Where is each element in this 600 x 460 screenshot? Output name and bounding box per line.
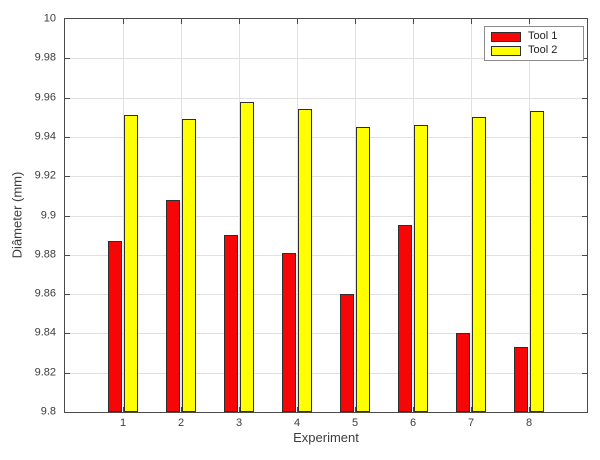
y-tick-mark-left (65, 372, 70, 374)
grid-line-vertical (412, 19, 414, 412)
bar-tool-1 (456, 333, 470, 412)
y-tick-mark-right (582, 372, 587, 374)
legend-entry-tool-2: Tool 2 (491, 45, 577, 56)
x-axis-tick-label: 6 (409, 417, 417, 429)
y-tick-mark-right (582, 215, 587, 217)
y-axis-tick-label: 10 (43, 12, 56, 25)
y-tick-mark-left (65, 136, 70, 138)
y-axis-tick-label: 9.8 (40, 405, 56, 418)
bar-tool-2 (298, 109, 312, 412)
x-tick-mark-top (180, 19, 182, 24)
grid-line-vertical (470, 19, 472, 412)
legend-entry-tool-1: Tool 1 (491, 31, 577, 42)
bar-tool-1 (340, 294, 354, 412)
bar-tool-1 (166, 199, 180, 412)
x-tick-mark-top (296, 19, 298, 24)
legend-label: Tool 2 (528, 44, 558, 56)
y-axis-tick-label: 9.96 (34, 91, 56, 104)
legend-swatch-tool-1 (491, 31, 521, 42)
bar-tool-1 (398, 225, 412, 412)
bar-tool-2 (356, 127, 370, 412)
x-axis-tick-label: 5 (351, 417, 359, 429)
x-axis-title: Experiment (293, 430, 359, 445)
x-tick-mark-top (470, 19, 472, 24)
grid-line-vertical (238, 19, 240, 412)
x-tick-mark-top (354, 19, 356, 24)
bar-tool-2 (124, 115, 138, 412)
x-tick-mark-top (528, 19, 530, 24)
y-axis-tick-label: 9.88 (34, 248, 56, 261)
grid-line-vertical (354, 19, 356, 412)
grid-line-horizontal (65, 372, 587, 374)
bar-tool-1 (282, 252, 296, 412)
x-tick-mark-bottom (180, 407, 182, 412)
y-axis-tick-label: 9.98 (34, 51, 56, 64)
y-tick-mark-left (65, 294, 70, 296)
grid-line-horizontal (65, 58, 587, 60)
y-axis-tick-label: 9.84 (34, 326, 56, 339)
y-tick-mark-right (582, 254, 587, 256)
plot-area (64, 18, 588, 413)
x-tick-mark-top (122, 19, 124, 24)
grid-line-horizontal (65, 294, 587, 296)
y-tick-mark-left (65, 333, 70, 335)
y-axis-tick-label: 9.9 (40, 209, 56, 221)
x-axis-tick-label: 8 (525, 417, 533, 429)
bar-tool-1 (514, 347, 528, 412)
y-tick-mark-right (582, 58, 587, 60)
y-axis-tick-label: 9.94 (34, 130, 56, 143)
bar-tool-1 (108, 241, 122, 412)
x-tick-mark-bottom (412, 407, 414, 412)
x-tick-mark-bottom (470, 407, 472, 412)
x-axis-tick-label: 4 (293, 417, 301, 429)
x-tick-mark-bottom (296, 407, 298, 412)
bar-tool-1 (224, 235, 238, 412)
x-tick-mark-top (238, 19, 240, 24)
y-tick-mark-left (65, 97, 70, 99)
x-axis-tick-label: 7 (467, 417, 475, 429)
grid-line-horizontal (65, 97, 587, 99)
x-tick-mark-bottom (354, 407, 356, 412)
y-tick-mark-left (65, 215, 70, 217)
grid-line-vertical (296, 19, 298, 412)
grid-line-horizontal (65, 333, 587, 335)
legend-swatch-tool-2 (491, 45, 521, 56)
y-axis-tick-label: 9.82 (34, 366, 56, 379)
legend-label: Tool 1 (528, 30, 558, 42)
x-tick-mark-bottom (528, 407, 530, 412)
y-axis-tick-label: 9.92 (34, 169, 56, 182)
grid-line-horizontal (65, 176, 587, 178)
y-axis-tick-label: 9.86 (34, 287, 56, 300)
x-tick-mark-top (412, 19, 414, 24)
bar-tool-2 (182, 119, 196, 412)
y-tick-mark-left (65, 58, 70, 60)
y-tick-mark-left (65, 176, 70, 178)
y-tick-mark-right (582, 294, 587, 296)
bar-tool-2 (240, 101, 254, 412)
grid-line-horizontal (65, 136, 587, 138)
y-tick-mark-right (582, 176, 587, 178)
y-tick-mark-right (582, 97, 587, 99)
grid-line-vertical (528, 19, 530, 412)
bar-tool-2 (414, 125, 428, 412)
y-tick-mark-left (65, 254, 70, 256)
y-tick-mark-right (582, 333, 587, 335)
x-axis-tick-label: 3 (235, 417, 243, 429)
grid-line-vertical (122, 19, 124, 412)
x-tick-mark-bottom (122, 407, 124, 412)
bar-tool-2 (472, 117, 486, 412)
grid-line-vertical (180, 19, 182, 412)
grid-line-horizontal (65, 215, 587, 217)
x-axis-tick-label: 1 (119, 417, 127, 429)
legend: Tool 1 Tool 2 (484, 26, 584, 61)
y-tick-mark-right (582, 136, 587, 138)
x-axis-tick-label: 2 (177, 417, 185, 429)
grid-line-horizontal (65, 254, 587, 256)
bar-tool-2 (530, 111, 544, 412)
x-tick-mark-bottom (238, 407, 240, 412)
